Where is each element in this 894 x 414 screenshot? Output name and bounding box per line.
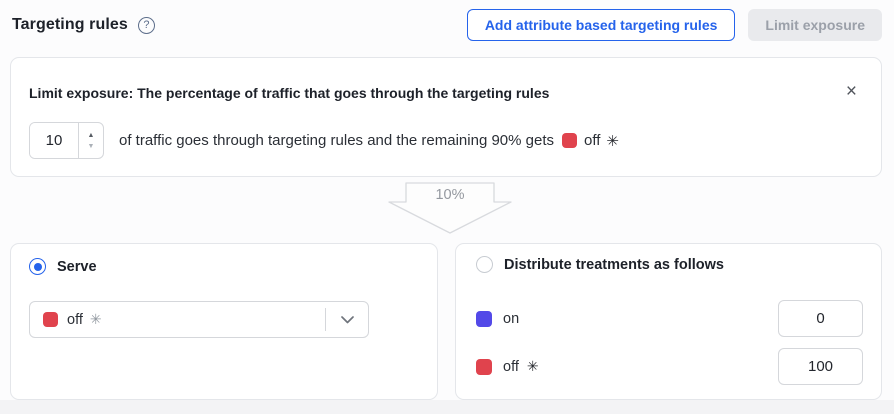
default-treatment-asterisk-icon: ✳: [606, 132, 619, 150]
stepper-arrows: ▲ ▼: [78, 123, 103, 158]
dropdown-separator: [325, 308, 326, 331]
header-buttons: Add attribute based targeting rules Limi…: [466, 9, 882, 41]
serve-radio-row[interactable]: Serve: [29, 258, 97, 275]
down-arrow-shape: [388, 182, 512, 234]
distribute-card: Distribute treatments as follows on off …: [455, 243, 882, 400]
stepper-down-icon[interactable]: ▼: [87, 142, 95, 150]
traffic-row: ▲ ▼ of traffic goes through targeting ru…: [29, 122, 619, 159]
page-title: Targeting rules: [12, 16, 128, 33]
limit-exposure-panel: Limit exposure: The percentage of traffi…: [10, 57, 882, 177]
traffic-percentage-input[interactable]: [30, 123, 78, 158]
serve-radio[interactable]: [29, 258, 46, 275]
close-icon[interactable]: ×: [845, 81, 857, 102]
treatment-off-label: off: [584, 132, 601, 149]
distribute-label: Distribute treatments as follows: [504, 256, 724, 273]
treatment-on-percentage-input[interactable]: [778, 300, 863, 337]
serve-treatment-dropdown[interactable]: off ✳: [29, 301, 369, 338]
traffic-sentence: of traffic goes through targeting rules …: [119, 132, 619, 150]
header: Targeting rules ? Add attribute based ta…: [12, 0, 882, 50]
treatment-row-off: off ✳: [476, 348, 863, 385]
chevron-down-icon: [326, 315, 368, 324]
page-background-strip: [0, 400, 894, 414]
default-treatment-asterisk-icon: ✳: [526, 358, 539, 374]
traffic-flow-arrow: 10%: [388, 182, 512, 234]
default-treatment-asterisk-icon: ✳: [89, 311, 102, 327]
help-icon[interactable]: ?: [137, 16, 155, 34]
treatment-off-percentage-input[interactable]: [778, 348, 863, 385]
distribute-radio-row[interactable]: Distribute treatments as follows: [476, 256, 724, 273]
treatment-on-label: on: [503, 310, 520, 327]
dropdown-selected-treatment: off: [67, 311, 83, 328]
traffic-sentence-text: of traffic goes through targeting rules …: [119, 132, 554, 149]
treatment-off-swatch: [562, 133, 577, 148]
add-attribute-rules-button[interactable]: Add attribute based targeting rules: [466, 9, 736, 41]
traffic-percentage-stepper: ▲ ▼: [29, 122, 104, 159]
distribute-radio[interactable]: [476, 256, 493, 273]
treatment-off-swatch: [43, 312, 58, 327]
treatment-off-swatch: [476, 358, 492, 375]
serve-card: Serve off ✳: [10, 243, 438, 400]
treatment-off-label: off: [503, 358, 519, 375]
treatment-row-on: on: [476, 300, 863, 337]
flow-arrow-percentage: 10%: [435, 187, 465, 203]
limit-exposure-button: Limit exposure: [748, 9, 882, 41]
treatment-on-swatch: [476, 310, 492, 327]
serve-label: Serve: [57, 258, 97, 275]
exposure-heading: Limit exposure: The percentage of traffi…: [29, 85, 550, 101]
stepper-up-icon[interactable]: ▲: [87, 131, 95, 139]
